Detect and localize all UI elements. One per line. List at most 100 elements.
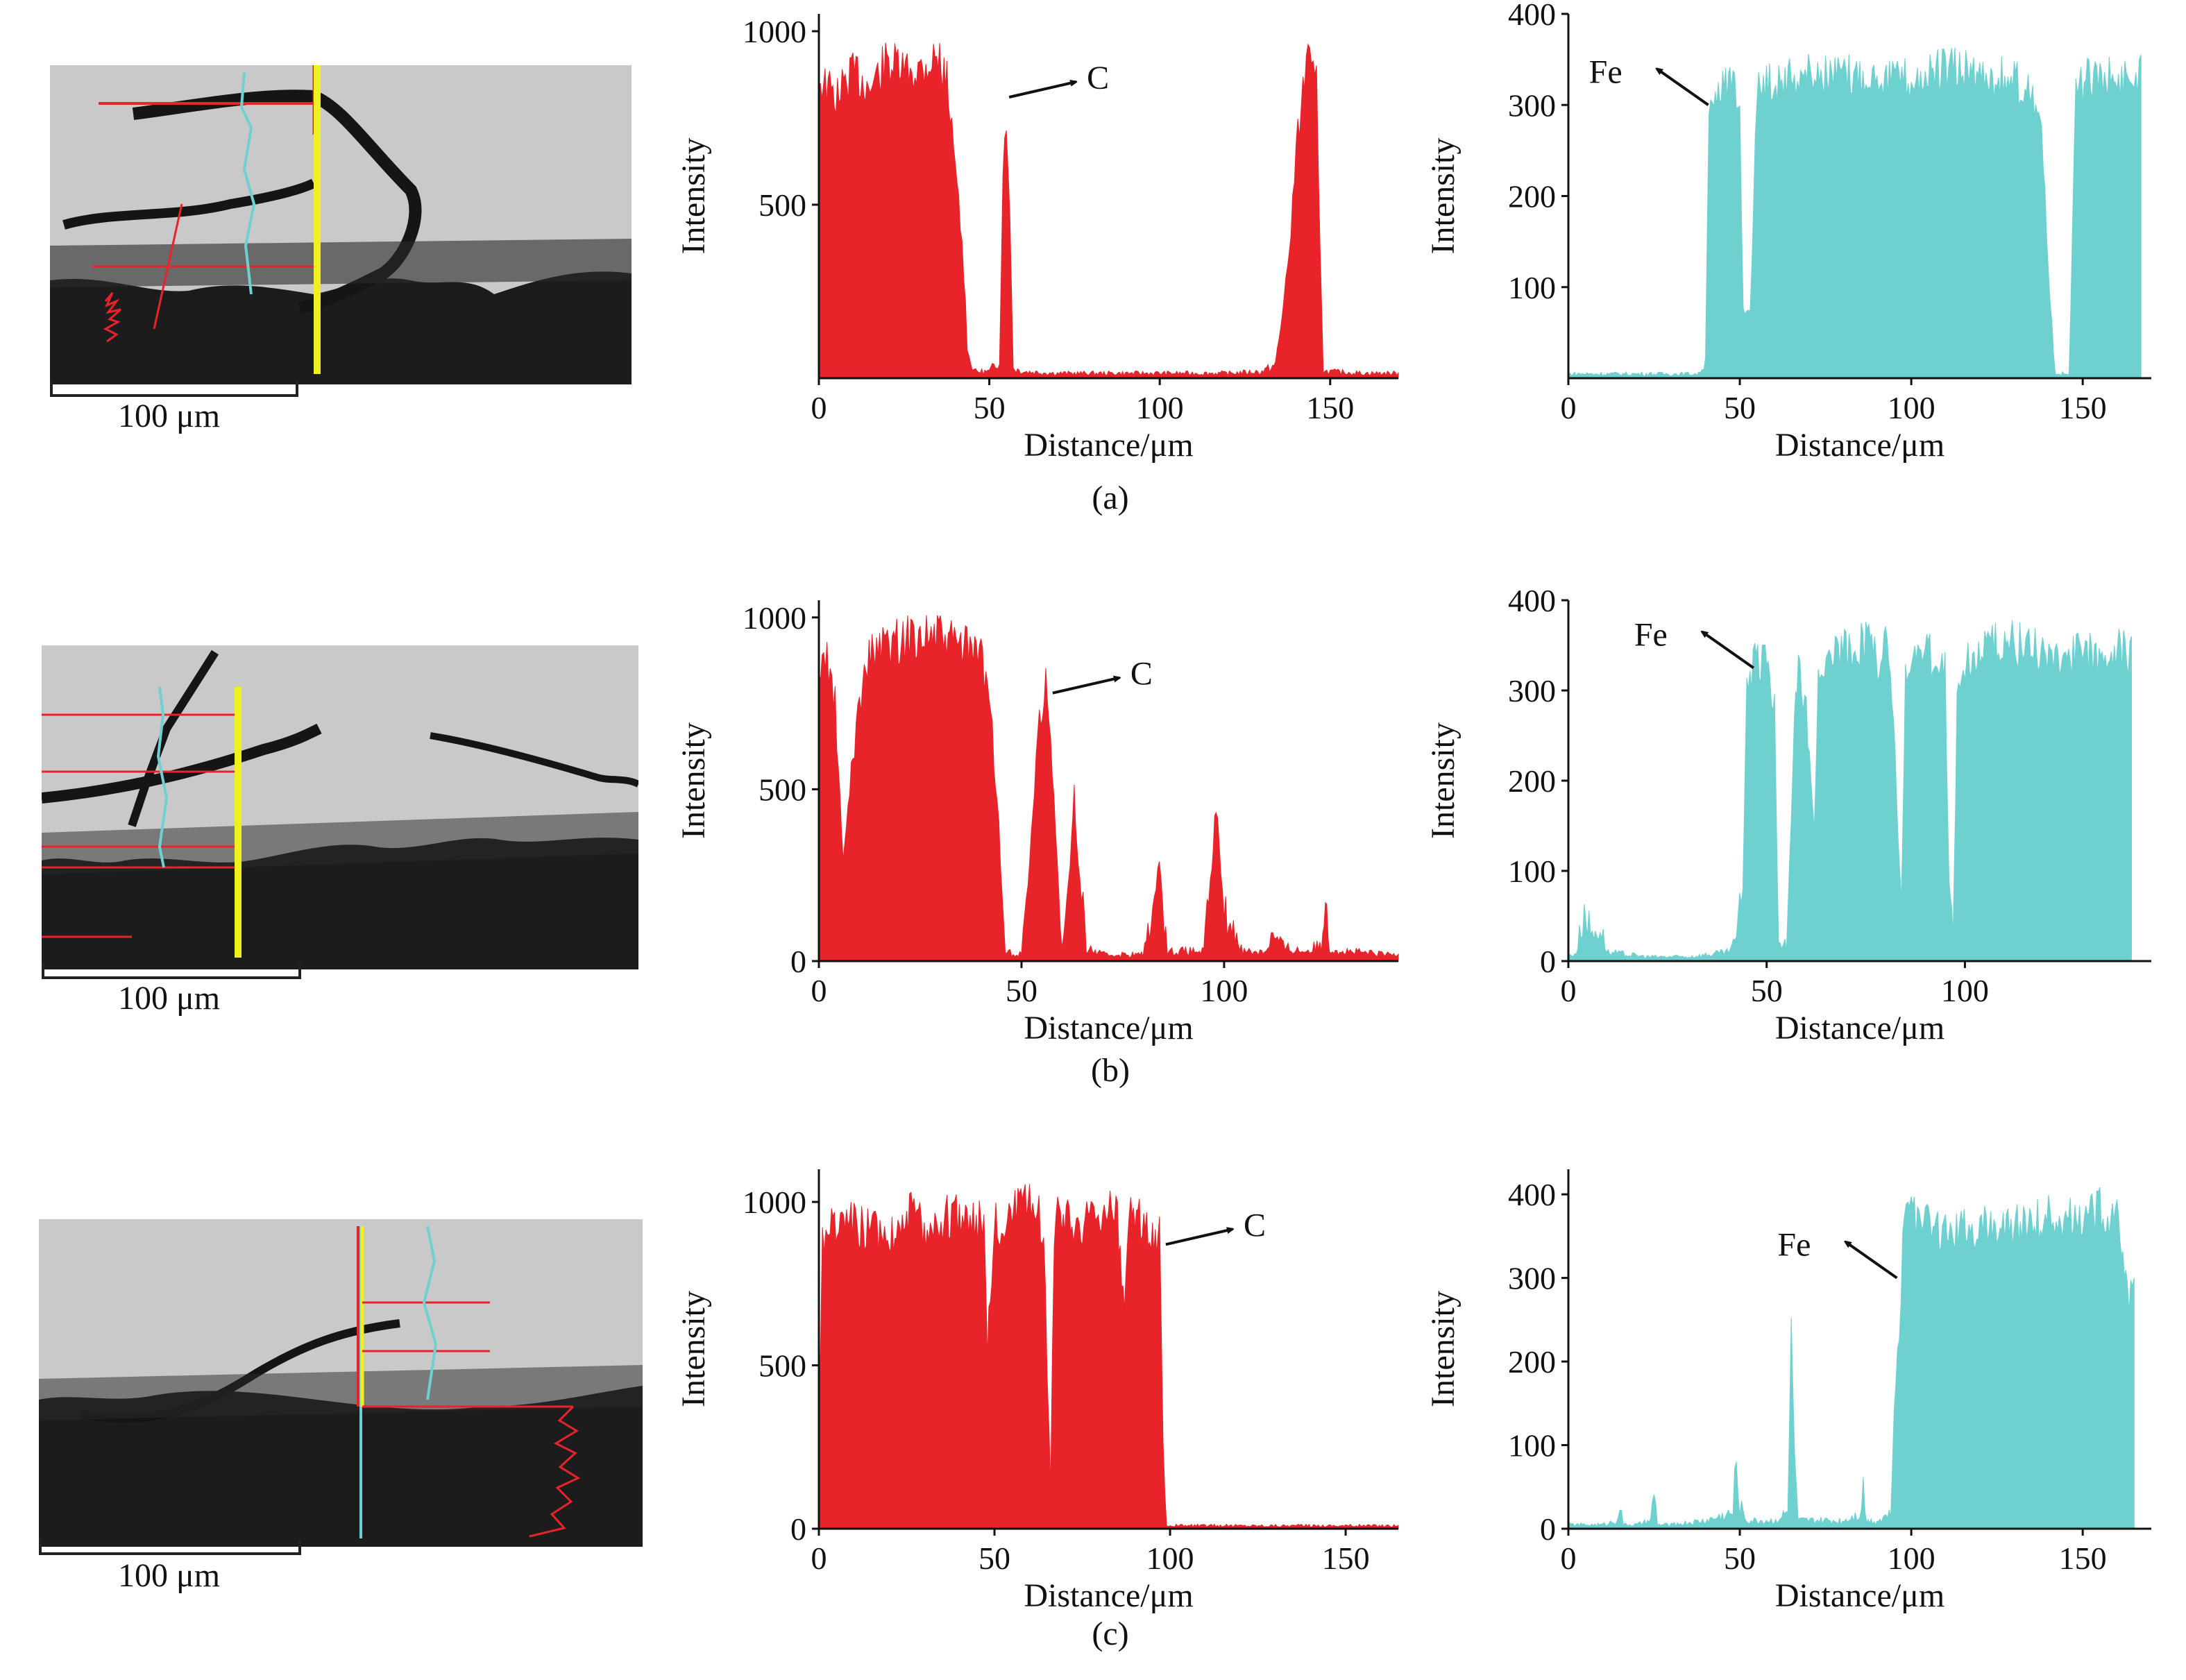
x-tick-label: 100 xyxy=(1941,973,1989,1008)
annotation-label: C xyxy=(1130,656,1153,693)
annotation-arrow xyxy=(1008,82,1076,99)
x-tick-label: 0 xyxy=(1561,390,1577,425)
series-area-C xyxy=(818,615,1399,962)
y-tick-label: 1000 xyxy=(743,1185,806,1220)
x-axis-label: Distance/μm xyxy=(1775,1010,1944,1046)
y-axis-label: Intensity xyxy=(675,1291,712,1407)
scale-bar-a xyxy=(50,380,298,397)
series-area-C xyxy=(818,42,1399,379)
chart-svg-2-Fe: 0 50 100 150 0 100 200 300 400 Distance/μm Intensi… xyxy=(1425,1169,2151,1614)
x-tick-label: 0 xyxy=(811,390,827,425)
panel-label-b: (b) xyxy=(1091,1052,1130,1089)
annotation-label: C xyxy=(1087,60,1109,96)
x-tick-label: 0 xyxy=(811,973,827,1008)
panel-label-c: (c) xyxy=(1092,1615,1129,1652)
x-tick-label: 50 xyxy=(974,390,1006,425)
annotation-arrow xyxy=(1657,69,1709,106)
y-axis-label: Intensity xyxy=(1425,138,1461,255)
x-tick-label: 100 xyxy=(1888,390,1935,425)
annotation-arrow xyxy=(1845,1242,1898,1280)
chart-b-C: 0 50 100 0 500 1000 Distance/μm Intensity C xyxy=(666,566,1430,1114)
x-axis-label: Distance/μm xyxy=(1775,427,1944,464)
x-axis-label: Distance/μm xyxy=(1024,1010,1193,1046)
scale-bar-label-b: 100 μm xyxy=(118,980,221,1017)
x-tick-label: 50 xyxy=(1751,973,1783,1008)
x-tick-label: 100 xyxy=(1146,1541,1194,1576)
sem-micrograph-b xyxy=(42,645,638,969)
sem-micrograph-c xyxy=(39,1219,643,1547)
micrograph-image-a xyxy=(50,65,632,384)
x-tick-label: 100 xyxy=(1136,390,1184,425)
series-area-Fe xyxy=(1568,620,2132,962)
micrograph-image-b xyxy=(42,645,638,969)
chart-svg-0-Fe: 0 50 100 150 100 200 300 400 Distance/μm Intensit… xyxy=(1425,0,2151,464)
y-tick-label: 100 xyxy=(1508,1428,1556,1463)
y-tick-label: 100 xyxy=(1508,854,1556,889)
x-tick-label: 0 xyxy=(1561,1541,1577,1576)
series-area-Fe xyxy=(1568,47,2142,379)
y-tick-label: 200 xyxy=(1508,179,1556,214)
scale-bar-label-a: 100 μm xyxy=(118,398,221,434)
annotation-label: Fe xyxy=(1634,617,1668,654)
x-tick-label: 50 xyxy=(1724,390,1756,425)
micrograph-image-c xyxy=(39,1219,643,1547)
y-tick-label: 300 xyxy=(1508,87,1556,123)
scale-bar-label-c: 100 μm xyxy=(118,1557,221,1594)
y-tick-label: 400 xyxy=(1508,1177,1556,1212)
y-tick-label: 300 xyxy=(1508,1261,1556,1296)
y-tick-label: 1000 xyxy=(743,14,806,49)
y-axis-label: Intensity xyxy=(1425,722,1461,839)
scale-bar-b xyxy=(42,962,301,979)
annotation-label: Fe xyxy=(1589,53,1622,90)
panel-label-a: (a) xyxy=(1092,480,1129,516)
annotation-label: C xyxy=(1244,1207,1266,1244)
x-axis-label: Distance/μm xyxy=(1024,1577,1193,1614)
sem-micrograph-a xyxy=(50,65,632,384)
annotation-label: Fe xyxy=(1777,1227,1811,1264)
chart-svg-0-C: 0 50 100 150 500 1000 Distance/μm Intensity C xyxy=(675,14,1399,464)
chart-svg-2-C: 0 50 100 150 0 500 1000 Distance/μm Intensity C xyxy=(675,1169,1399,1614)
series-area-C xyxy=(818,1184,1399,1529)
x-tick-label: 100 xyxy=(1888,1541,1935,1576)
row-c: 100 μm 0 50 100 150 0 500 1000 Distance/μm Inten… xyxy=(0,1128,2186,1676)
x-tick-label: 150 xyxy=(1322,1541,1370,1576)
chart-c-C: 0 50 100 150 0 500 1000 Distance/μm Intensity C xyxy=(666,1128,1430,1676)
y-tick-label: 0 xyxy=(1540,944,1556,979)
y-tick-label: 200 xyxy=(1508,763,1556,799)
x-tick-label: 150 xyxy=(2059,1541,2107,1576)
chart-b-Fe: 0 50 100 0 100 200 300 400 Distance/μm Intensity F… xyxy=(1416,566,2179,1114)
x-tick-label: 150 xyxy=(1306,390,1354,425)
annotation-arrow xyxy=(1165,1229,1232,1246)
y-tick-label: 1000 xyxy=(743,600,806,636)
annotation-arrow xyxy=(1702,632,1755,670)
y-axis-label: Intensity xyxy=(675,138,712,255)
x-tick-label: 0 xyxy=(1561,973,1577,1008)
y-tick-label: 200 xyxy=(1508,1344,1556,1380)
y-tick-label: 300 xyxy=(1508,673,1556,709)
y-tick-label: 0 xyxy=(790,944,806,979)
y-tick-label: 500 xyxy=(759,1348,806,1384)
annotation-arrow xyxy=(1052,678,1119,695)
y-axis-label: Intensity xyxy=(1425,1291,1461,1407)
x-tick-label: 100 xyxy=(1200,973,1248,1008)
x-tick-label: 150 xyxy=(2059,390,2107,425)
x-tick-label: 50 xyxy=(1006,973,1037,1008)
scale-bar-c xyxy=(39,1538,301,1555)
y-tick-label: 400 xyxy=(1508,583,1556,618)
y-tick-label: 500 xyxy=(759,772,806,807)
x-tick-label: 50 xyxy=(1724,1541,1756,1576)
x-tick-label: 50 xyxy=(978,1541,1010,1576)
x-tick-label: 0 xyxy=(811,1541,827,1576)
y-tick-label: 400 xyxy=(1508,0,1556,32)
y-tick-label: 0 xyxy=(790,1511,806,1547)
y-axis-label: Intensity xyxy=(675,722,712,839)
chart-a-Fe: 0 50 100 150 100 200 300 400 Distance/μm Intensit… xyxy=(1416,0,2179,548)
x-axis-label: Distance/μm xyxy=(1024,427,1193,464)
y-tick-label: 100 xyxy=(1508,270,1556,305)
x-axis-label: Distance/μm xyxy=(1775,1577,1944,1614)
chart-a-C: 0 50 100 150 500 1000 Distance/μm Intensity C xyxy=(666,0,1430,548)
row-a: 100 μm 0 50 100 150 50 0 1000 Distance/μm Intens… xyxy=(0,0,2186,548)
chart-svg-1-Fe: 0 50 100 0 100 200 300 400 Distance/μm Intensity F… xyxy=(1425,583,2151,1046)
y-tick-label: 0 xyxy=(1540,1511,1556,1547)
